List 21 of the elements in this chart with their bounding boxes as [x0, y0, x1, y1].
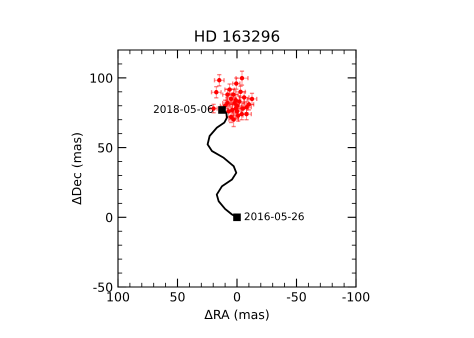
x-tick-label: -100 — [342, 292, 370, 302]
x-tick-label: 50 — [170, 292, 185, 302]
annotation: 2016-05-26 — [244, 212, 304, 220]
y-axis-title: ΔDec (mas) — [72, 133, 83, 205]
x-tick-label: -50 — [286, 292, 306, 302]
y-tick-label: 50 — [98, 143, 112, 153]
y-tick-label: -50 — [93, 282, 112, 292]
point — [240, 76, 244, 80]
y-tick-label: 100 — [90, 73, 112, 83]
point — [217, 78, 222, 82]
point — [214, 90, 218, 94]
point — [238, 90, 243, 94]
annotation: 2018-05-06 — [154, 105, 214, 113]
x-tick-label: 0 — [234, 292, 240, 302]
point — [233, 213, 241, 222]
point — [246, 102, 252, 107]
x-axis-title: ΔRA (mas) — [204, 310, 269, 321]
point — [231, 117, 236, 122]
chart-title: HD 163296 — [195, 30, 280, 42]
x-tick-label: 100 — [107, 292, 130, 302]
y-tick-label: 0 — [106, 212, 112, 222]
